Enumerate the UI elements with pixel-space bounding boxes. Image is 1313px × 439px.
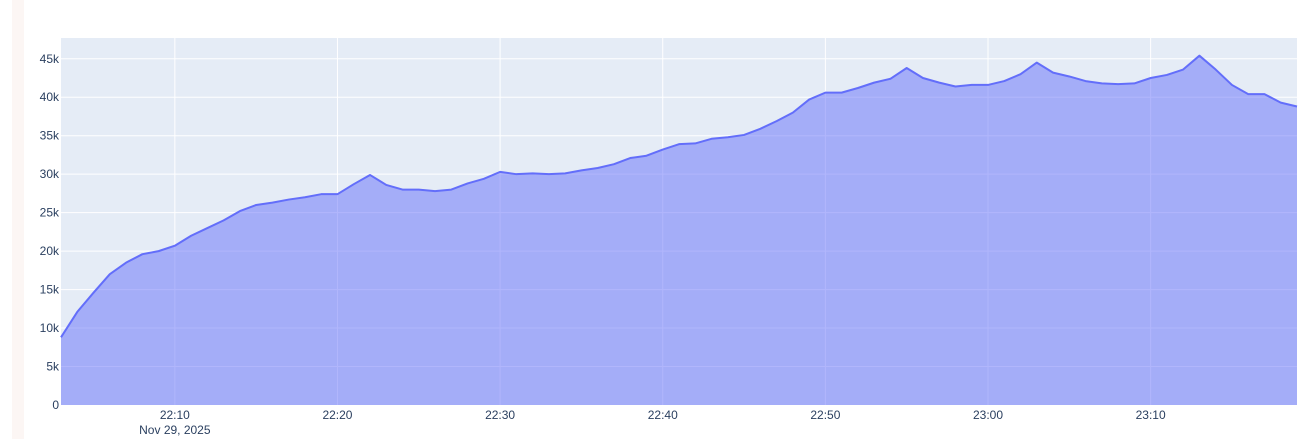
y-axis-ticks: 0 5k 10k 15k 20k 25k 30k 35k 40k 45k (40, 52, 60, 412)
x-tick-label: 22:20 (322, 408, 352, 422)
y-tick-label: 25k (40, 206, 60, 220)
y-tick-label: 10k (40, 321, 60, 335)
x-date-label: Nov 29, 2025 (139, 423, 211, 437)
y-tick-label: 5k (46, 360, 60, 374)
area-fill (61, 55, 1297, 406)
series-area (60, 54, 1298, 406)
y-tick-label: 30k (40, 167, 60, 181)
x-tick-label: 23:00 (973, 408, 1003, 422)
x-axis-ticks: 22:10 22:20 22:30 22:40 22:50 23:00 23:10 Nov 2… (139, 408, 1166, 437)
y-tick-label: 15k (40, 283, 60, 297)
y-tick-label: 45k (40, 52, 60, 66)
y-tick-label: 0 (52, 398, 59, 412)
x-tick-label: 23:10 (1136, 408, 1166, 422)
x-tick-label: 22:50 (810, 408, 840, 422)
y-tick-label: 20k (40, 244, 60, 258)
y-tick-label: 35k (40, 129, 60, 143)
series-line (60, 54, 1298, 338)
x-tick-label: 22:30 (485, 408, 515, 422)
x-tick-label: 22:10 (160, 408, 190, 422)
left-edge-strip (12, 0, 24, 439)
x-tick-label: 22:40 (648, 408, 678, 422)
y-tick-label: 40k (40, 90, 60, 104)
